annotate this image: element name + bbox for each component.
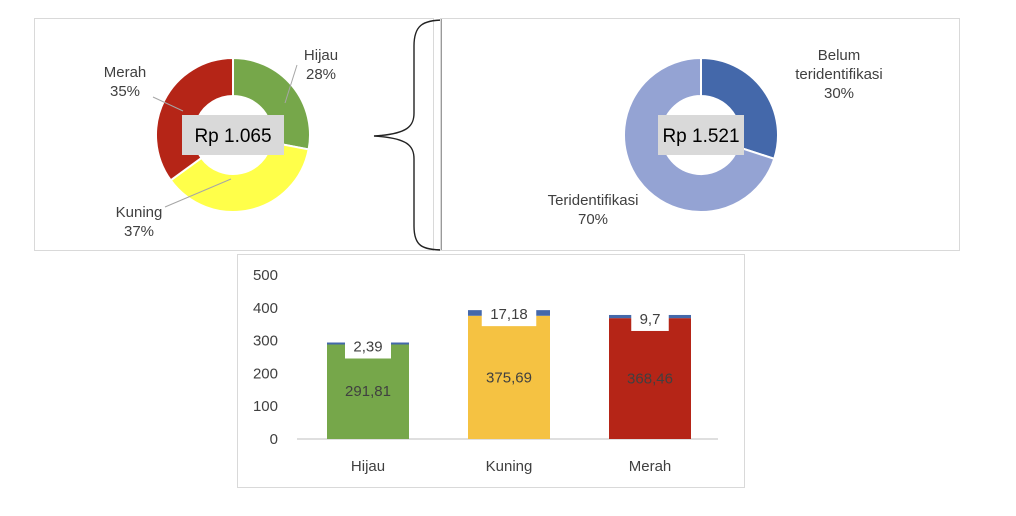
bar-panel: 0 100 200 300 400 500 291,81 2,39 Hijau 375,69 17,…	[237, 254, 745, 488]
top-value-label: 17,18	[490, 306, 528, 323]
donut-slice-hijau	[232, 56, 311, 151]
donut-panel-left: Hijau 28% Kuning 37% Merah 35% Rp 1.065	[34, 18, 434, 251]
stacked-bar-chart: 0 100 200 300 400 500 291,81 2,39 Hijau 375,69 17,…	[253, 267, 718, 475]
y-tick-label: 300	[253, 333, 278, 350]
donut-chart-left: Hijau 28% Kuning 37% Merah 35% Rp 1.065	[104, 47, 338, 240]
y-tick-label: 100	[253, 398, 278, 415]
donut-panel-right: Belum teridentifikasi 30% Teridentifikasi 70…	[440, 18, 960, 251]
bar-hijau-base	[327, 343, 409, 439]
y-tick-label: 500	[253, 267, 278, 284]
bar-value-label: 291,81	[345, 383, 391, 400]
donut-slice-teridentifikasi	[623, 56, 776, 213]
x-tick-label: Hijau	[351, 458, 385, 475]
donut-chart-right: Belum teridentifikasi 30% Teridentifikasi 70…	[548, 47, 883, 228]
y-tick-label: 400	[253, 300, 278, 317]
slice-label-merah: Merah 35%	[104, 64, 147, 100]
y-tick-label: 0	[270, 431, 278, 448]
center-label: Rp 1.521	[662, 126, 739, 147]
center-label-box	[658, 115, 744, 155]
slice-label-belum-teridentifikasi: Belum teridentifikasi 30%	[795, 47, 883, 102]
bar-value-label: 375,69	[486, 369, 532, 386]
bar-merah-base	[609, 318, 691, 439]
leader-line-hijau	[284, 64, 298, 104]
top-value-label-box	[481, 302, 537, 327]
donut-slice-kuning	[169, 141, 310, 213]
panel-left-rule	[441, 19, 442, 250]
y-tick-label: 200	[253, 365, 278, 382]
top-value-label: 2,39	[353, 339, 382, 356]
slice-label-hijau: Hijau 28%	[304, 47, 338, 83]
x-tick-label: Kuning	[486, 458, 533, 475]
center-label-box	[182, 115, 284, 155]
leader-line-kuning	[164, 178, 232, 208]
donut-slice-belum-teridentifikasi	[700, 56, 779, 161]
x-tick-label: Merah	[629, 458, 672, 475]
slice-label-kuning: Kuning 37%	[116, 204, 163, 240]
center-label: Rp 1.065	[194, 126, 271, 147]
top-value-label-box	[345, 334, 391, 359]
top-value-label-box	[631, 306, 669, 331]
bar-kuning-base	[468, 315, 550, 439]
slice-label-teridentifikasi: Teridentifikasi 70%	[548, 192, 639, 228]
top-value-label: 9,7	[640, 311, 661, 328]
brace-connector	[373, 19, 445, 251]
leader-line-merah	[152, 96, 184, 112]
bar-value-label: 368,46	[627, 371, 673, 388]
